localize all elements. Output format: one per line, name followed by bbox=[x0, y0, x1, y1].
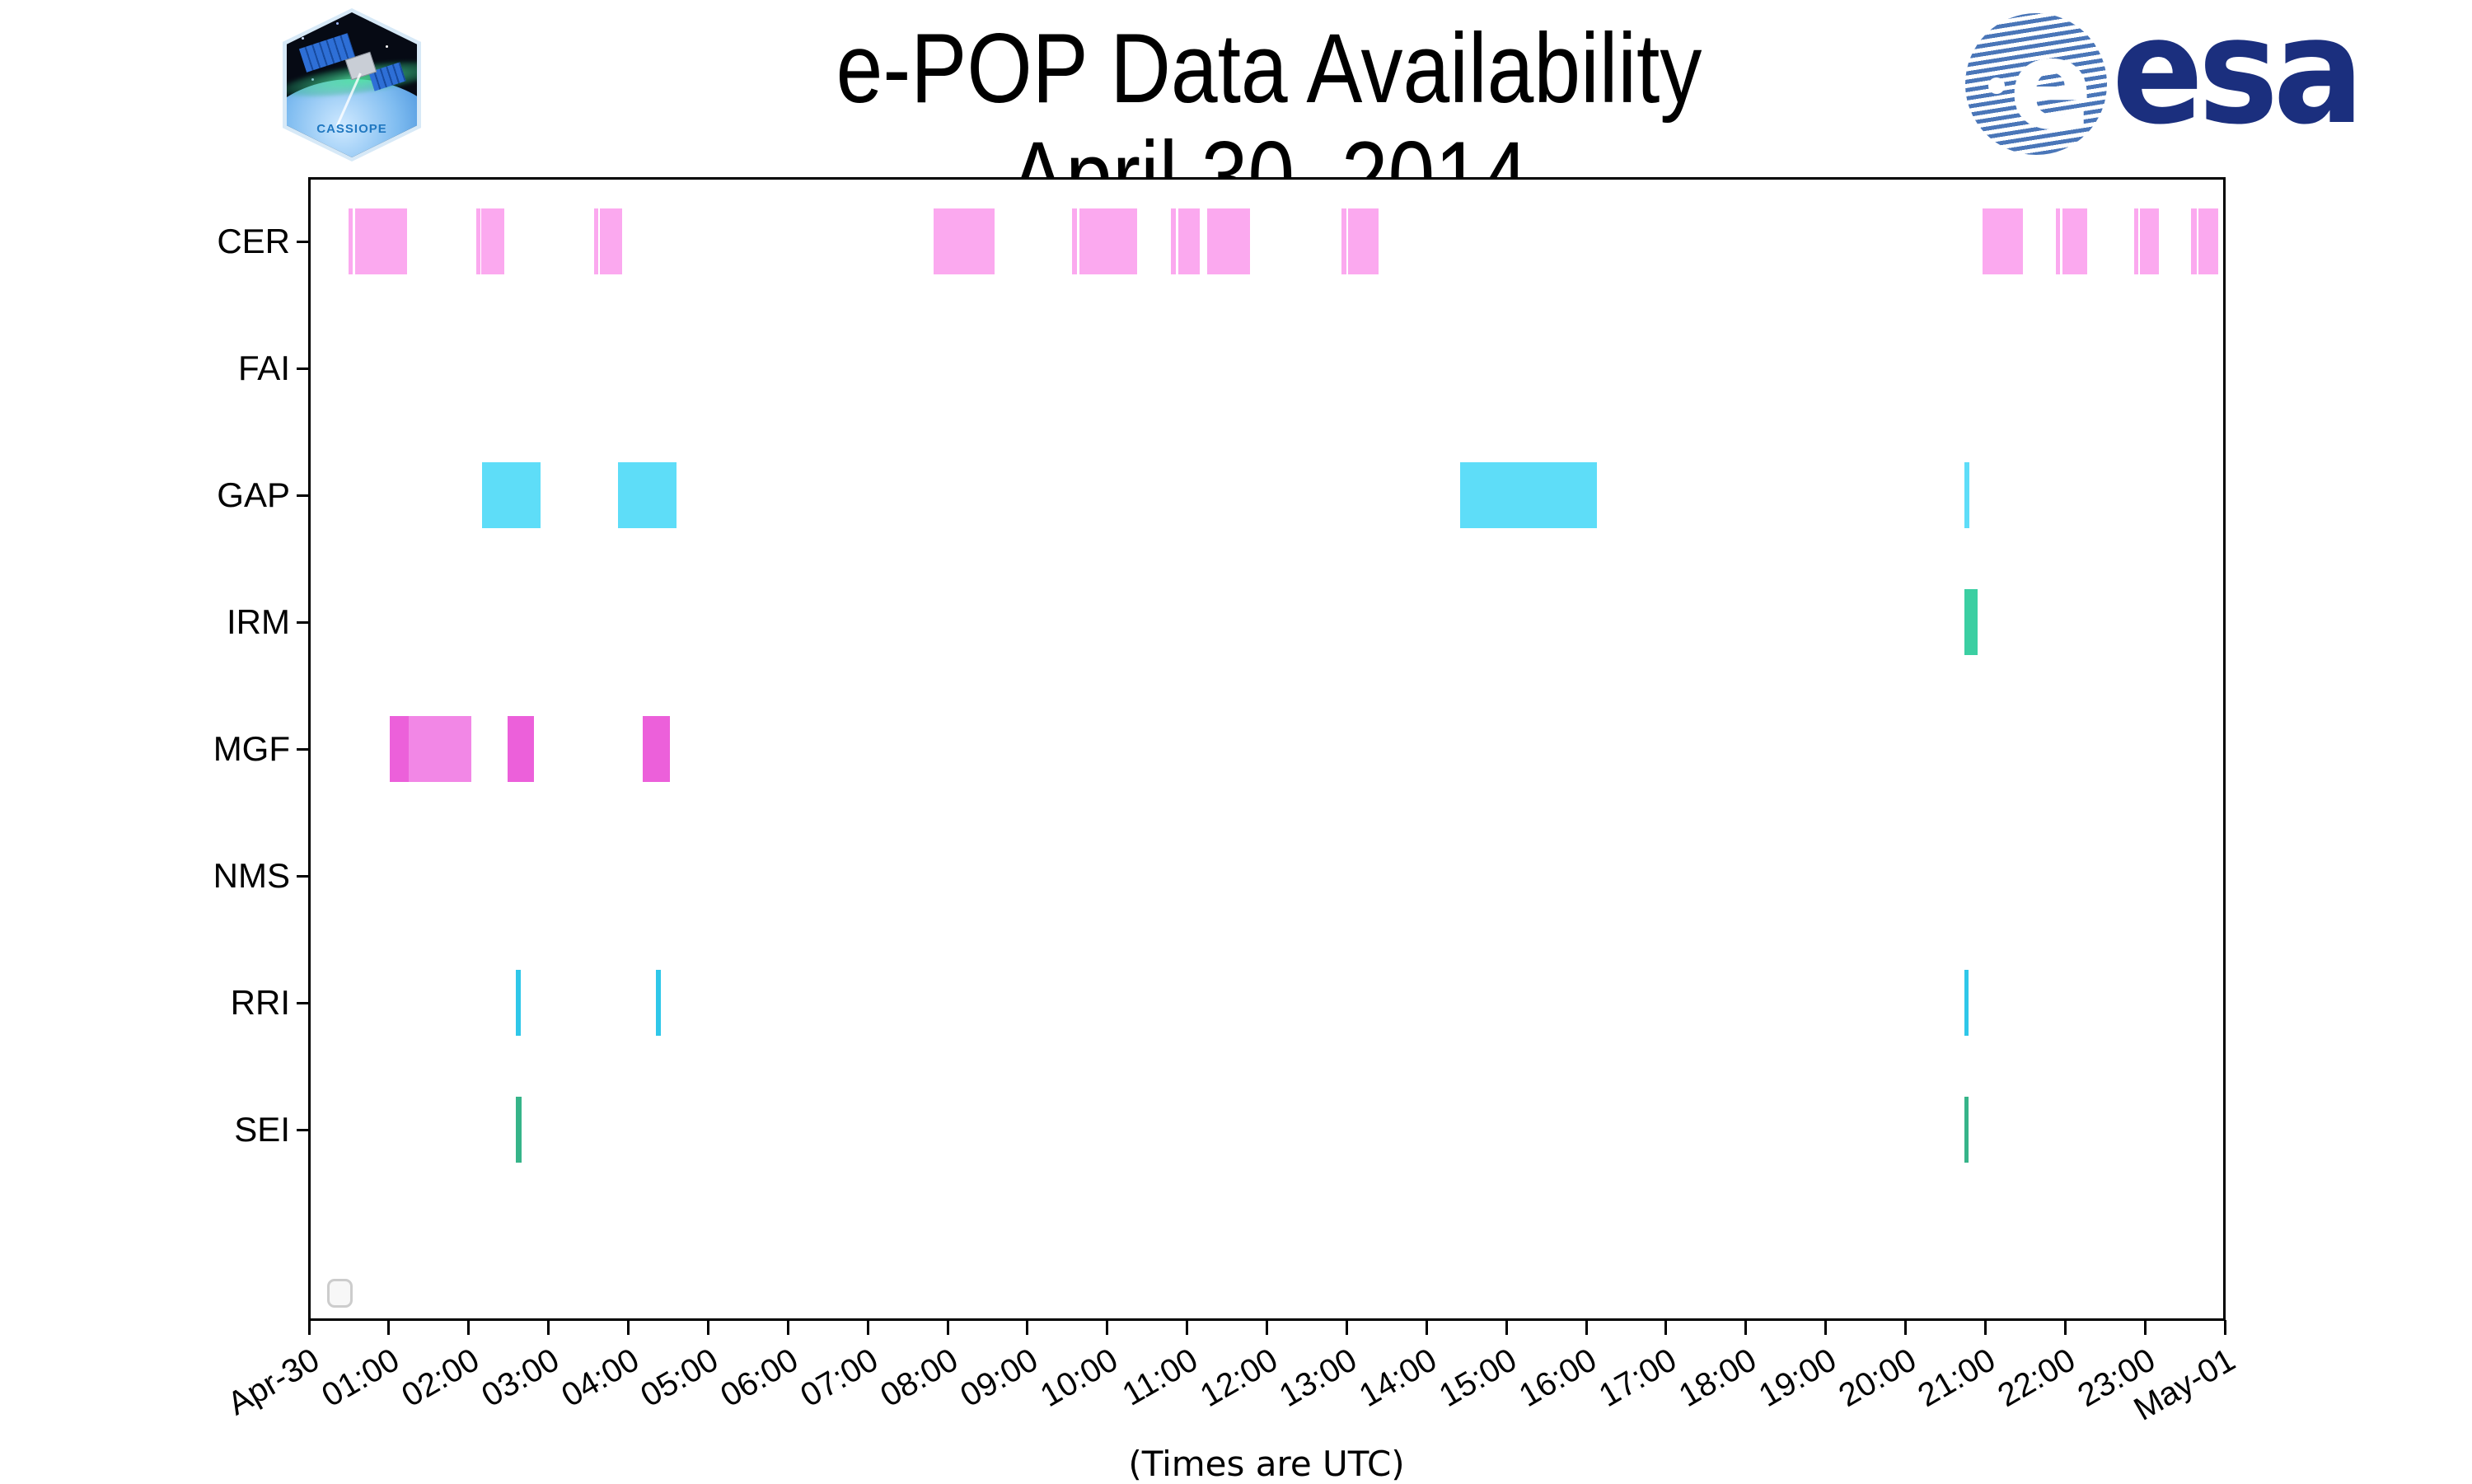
starfield-icon bbox=[287, 12, 289, 15]
availability-bar-cer bbox=[1079, 208, 1137, 274]
availability-bar-cer bbox=[2133, 208, 2139, 274]
x-tick bbox=[1505, 1320, 1508, 1335]
esa-globe-letter: e bbox=[2009, 14, 2093, 155]
x-tick bbox=[1824, 1320, 1828, 1335]
legend-stub bbox=[327, 1279, 353, 1308]
row-label-cer: CER bbox=[217, 222, 290, 260]
y-tick bbox=[297, 494, 309, 497]
availability-bar-cer bbox=[349, 208, 353, 274]
availability-bar-cer bbox=[2198, 208, 2219, 274]
row-label-fai: FAI bbox=[237, 349, 290, 387]
x-tick bbox=[1664, 1320, 1668, 1335]
x-tick bbox=[1744, 1320, 1748, 1335]
esa-logo: e esa bbox=[1965, 0, 2460, 166]
x-tick bbox=[706, 1320, 709, 1335]
availability-bar-cer bbox=[599, 208, 622, 274]
y-tick bbox=[297, 621, 309, 624]
x-tick bbox=[1186, 1320, 1189, 1335]
x-tick bbox=[467, 1320, 471, 1335]
x-tick bbox=[1026, 1320, 1029, 1335]
availability-bar-cer bbox=[1341, 208, 1347, 274]
page-title: e-POP Data Availability bbox=[836, 13, 1702, 124]
availability-bar-mgf bbox=[642, 716, 670, 782]
y-tick bbox=[297, 748, 309, 751]
x-tick bbox=[627, 1320, 630, 1335]
availability-bar-sei bbox=[1964, 1097, 1969, 1163]
x-tick bbox=[1266, 1320, 1268, 1335]
availability-bar-cer bbox=[2191, 208, 2198, 274]
availability-bar-cer bbox=[1206, 208, 1251, 274]
availability-bar-gap bbox=[482, 462, 541, 528]
x-tick bbox=[307, 1320, 311, 1335]
availability-bar-cer bbox=[593, 208, 598, 274]
availability-bar-rri bbox=[1964, 970, 1969, 1036]
x-tick bbox=[2223, 1320, 2226, 1335]
availability-bar-cer bbox=[1348, 208, 1379, 274]
plot-area bbox=[308, 177, 2226, 1321]
availability-bar-cer bbox=[481, 208, 505, 274]
row-label-mgf: MGF bbox=[213, 729, 290, 768]
availability-bar-cer bbox=[355, 208, 408, 274]
availability-bar-mgf bbox=[389, 716, 410, 782]
availability-bar-mgf bbox=[508, 716, 535, 782]
y-tick bbox=[297, 241, 309, 243]
availability-bar-mgf bbox=[409, 716, 471, 782]
availability-bar-irm bbox=[1964, 589, 1978, 655]
esa-globe-icon: e bbox=[1965, 13, 2107, 155]
row-label-irm: IRM bbox=[227, 602, 290, 641]
availability-bar-cer bbox=[476, 208, 481, 274]
availability-bar-cer bbox=[2140, 208, 2159, 274]
availability-bar-cer bbox=[933, 208, 995, 274]
x-tick bbox=[2143, 1320, 2147, 1335]
cassiope-logo: CASSIOPE bbox=[283, 8, 421, 162]
x-tick bbox=[786, 1320, 789, 1335]
esa-globe-dot-icon bbox=[1988, 77, 2005, 94]
availability-bar-cer bbox=[2062, 208, 2088, 274]
cassiope-label: CASSIOPE bbox=[316, 122, 387, 136]
availability-bar-rri bbox=[656, 970, 662, 1036]
cassiope-patch-art: CASSIOPE bbox=[287, 12, 417, 157]
availability-bar-cer bbox=[1171, 208, 1177, 274]
x-tick bbox=[387, 1320, 391, 1335]
row-label-gap: GAP bbox=[217, 475, 290, 514]
x-tick bbox=[1983, 1320, 1987, 1335]
availability-bar-cer bbox=[2055, 208, 2061, 274]
x-tick bbox=[866, 1320, 869, 1335]
availability-bar-sei bbox=[515, 1097, 522, 1163]
availability-bar-gap bbox=[1459, 462, 1597, 528]
x-tick bbox=[1585, 1320, 1588, 1335]
row-label-nms: NMS bbox=[213, 856, 290, 895]
y-tick bbox=[297, 1002, 309, 1004]
availability-bar-cer bbox=[1983, 208, 2023, 274]
y-tick bbox=[297, 1129, 309, 1131]
row-label-rri: RRI bbox=[230, 983, 290, 1022]
availability-bar-rri bbox=[515, 970, 521, 1036]
x-tick bbox=[946, 1320, 949, 1335]
availability-bar-gap bbox=[617, 462, 677, 528]
row-label-sei: SEI bbox=[234, 1110, 290, 1149]
availability-bar-cer bbox=[1177, 208, 1201, 274]
x-tick bbox=[1106, 1320, 1109, 1335]
y-tick bbox=[297, 367, 309, 370]
x-tick bbox=[547, 1320, 550, 1335]
x-tick bbox=[1345, 1320, 1348, 1335]
x-tick bbox=[1904, 1320, 1907, 1335]
y-tick bbox=[297, 875, 309, 878]
x-tick bbox=[1425, 1320, 1428, 1335]
x-tick bbox=[2063, 1320, 2067, 1335]
footer-caption: (Times are UTC) bbox=[1128, 1444, 1405, 1484]
esa-wordmark: esa bbox=[2112, 0, 2364, 157]
availability-bar-cer bbox=[1072, 208, 1077, 274]
availability-bar-gap bbox=[1964, 462, 1969, 528]
